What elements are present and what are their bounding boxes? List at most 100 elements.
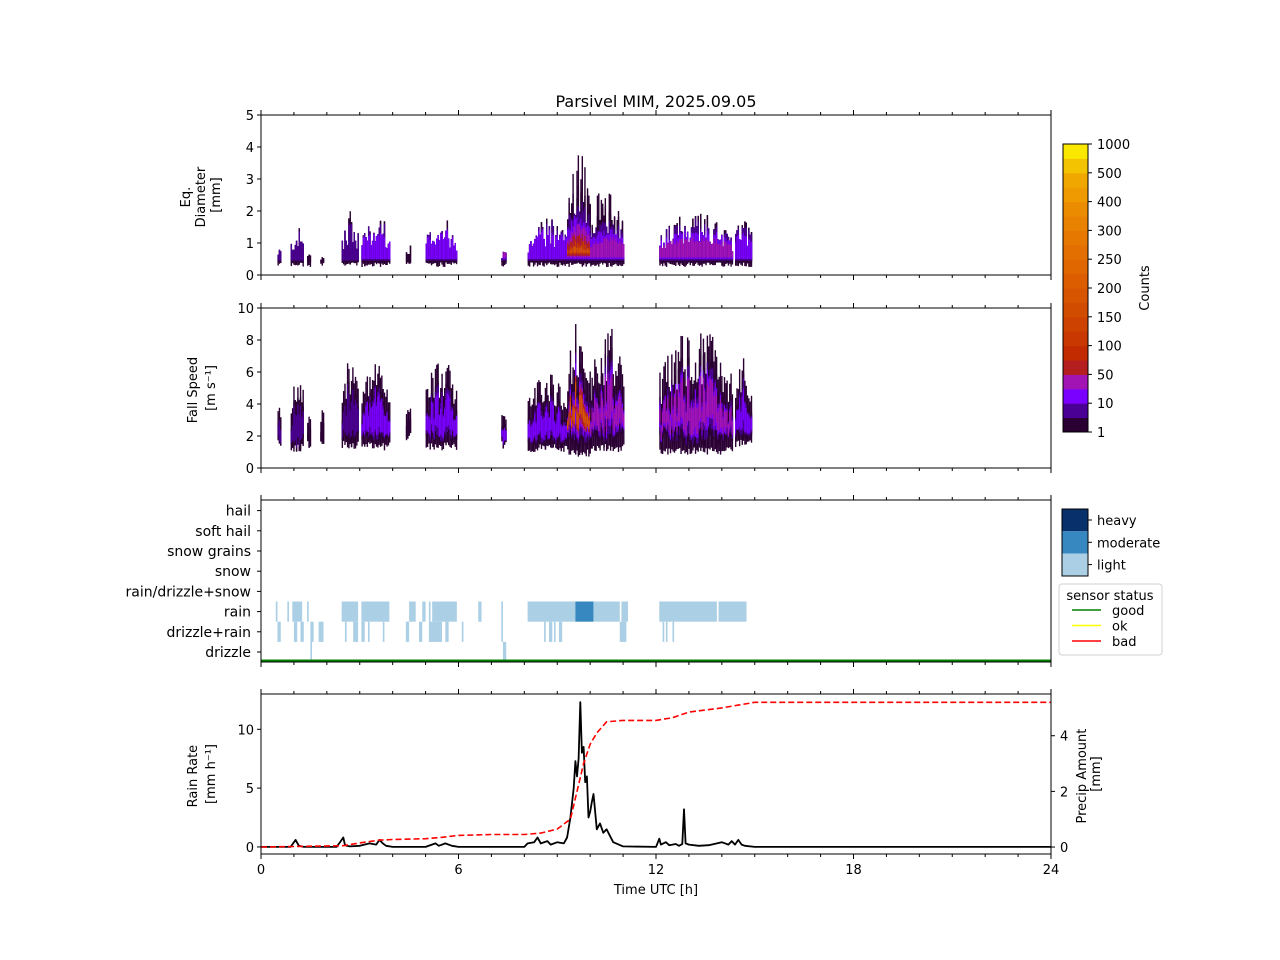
precip-type-segment xyxy=(307,601,309,622)
heatmap-cell xyxy=(612,406,614,429)
intensity-legend: heavy moderate light xyxy=(1061,508,1160,577)
heatmap-cell xyxy=(702,377,705,423)
heatmap-cell xyxy=(453,420,455,437)
heatmap-cell xyxy=(585,250,587,253)
category-label-soft-hail: soft hail xyxy=(195,524,251,540)
precip-type-segment xyxy=(445,621,449,642)
heatmap-cell xyxy=(697,406,699,434)
heatmap-cell xyxy=(729,411,731,429)
heatmap-cell xyxy=(565,237,568,259)
heatmap-cell xyxy=(608,384,610,421)
chart-title: Parsivel MIM, 2025.09.05 xyxy=(555,92,756,111)
heatmap-cell xyxy=(609,236,612,258)
sensor-status-bad-label: bad xyxy=(1112,635,1136,650)
heatmap-cell xyxy=(295,415,298,448)
heatmap-cell xyxy=(385,416,387,435)
heatmap-cell xyxy=(301,241,303,261)
heatmap-cell xyxy=(727,424,730,436)
precip-type-segment xyxy=(275,601,278,622)
heatmap-cell xyxy=(433,241,435,259)
precip-type-segment xyxy=(310,621,314,642)
heatmap-cell xyxy=(502,430,505,443)
heatmap-cell xyxy=(362,414,365,432)
heatmap-cell xyxy=(551,401,553,432)
heatmap-cell xyxy=(581,398,584,418)
heatmap-cell xyxy=(374,388,376,430)
heatmap-cell xyxy=(348,223,350,261)
heatmap-cell xyxy=(546,234,548,259)
heatmap-cell xyxy=(437,392,439,429)
heatmap-cell xyxy=(568,249,570,255)
fall-speed-y-label: Fall Speed [m s⁻¹] xyxy=(186,353,219,424)
heatmap-cell xyxy=(295,240,298,261)
heatmap-cell xyxy=(568,414,570,424)
heatmap-cell xyxy=(700,241,702,258)
heatmap-cell xyxy=(370,245,373,259)
heatmap-cell xyxy=(367,416,370,432)
heatmap-cell xyxy=(352,389,354,431)
heatmap-cell xyxy=(676,416,678,432)
heatmap-cell xyxy=(532,422,535,438)
y-tick-label: 6 xyxy=(246,366,254,381)
heatmap-cell xyxy=(685,239,688,258)
heatmap-cell xyxy=(555,237,557,259)
heatmap-cell xyxy=(291,425,294,441)
precip-type-segment xyxy=(553,621,556,642)
heatmap-cell xyxy=(560,234,562,259)
y-tick-label: 0 xyxy=(246,462,254,477)
heatmap-cell xyxy=(309,255,312,263)
heatmap-cell xyxy=(684,239,686,258)
rain-rate-axes-frame xyxy=(260,693,1052,855)
heatmap-cell xyxy=(505,430,507,441)
y-tick-label: 5 xyxy=(246,782,254,797)
heatmap-cell xyxy=(344,405,346,433)
heatmap-cell xyxy=(705,237,707,258)
heatmap-cell xyxy=(592,412,595,429)
heatmap-cell xyxy=(277,425,279,436)
heatmap-cell xyxy=(725,411,727,432)
precip-type-heatmap xyxy=(275,601,747,662)
heatmap-cell xyxy=(682,243,685,258)
heatmap-cell xyxy=(344,230,346,261)
heatmap-cell xyxy=(454,242,456,259)
heatmap-cell xyxy=(441,397,443,437)
heatmap-cell xyxy=(446,230,449,259)
heatmap-cell xyxy=(688,242,690,258)
heatmap-cell xyxy=(661,248,664,258)
heatmap-cell xyxy=(668,414,670,431)
heatmap-cell xyxy=(302,243,304,261)
heatmap-cell xyxy=(607,373,609,419)
heatmap-cell xyxy=(742,232,745,259)
precip-type-segment xyxy=(461,621,464,642)
heatmap-cell xyxy=(664,399,666,424)
time-x-ticks: 0 6 12 18 24 xyxy=(257,689,1059,878)
precip-type-segment xyxy=(409,601,416,622)
heatmap-cell xyxy=(730,244,732,258)
precip-type-segment xyxy=(527,601,576,622)
heatmap-cell xyxy=(723,241,726,258)
heatmap-cell xyxy=(686,379,689,423)
time-x-label: Time UTC [h] xyxy=(613,883,698,898)
heatmap-cell xyxy=(615,238,617,258)
precip-type-segment xyxy=(344,621,347,642)
colorbar-segment xyxy=(1063,388,1088,404)
heatmap-cell xyxy=(371,240,374,259)
heatmap-cell xyxy=(584,249,586,253)
heatmap-cell xyxy=(357,233,359,261)
heatmap-cell xyxy=(677,242,680,258)
heatmap-cell xyxy=(569,401,572,413)
heatmap-cell xyxy=(619,395,621,419)
colorbar-segment xyxy=(1063,144,1088,159)
heatmap-cell xyxy=(342,249,345,261)
heatmap-cell xyxy=(451,409,454,430)
heatmap-cell xyxy=(663,403,665,424)
heatmap-cell xyxy=(668,242,670,258)
precip-type-segment xyxy=(428,621,443,642)
colorbar-tick-label: 250 xyxy=(1097,253,1122,268)
heatmap-cell xyxy=(349,224,351,261)
heatmap-cell xyxy=(290,243,293,261)
heatmap-cell xyxy=(704,390,706,424)
heatmap-cell xyxy=(560,425,562,442)
heatmap-cell xyxy=(357,409,359,431)
heatmap-cell xyxy=(744,402,746,433)
